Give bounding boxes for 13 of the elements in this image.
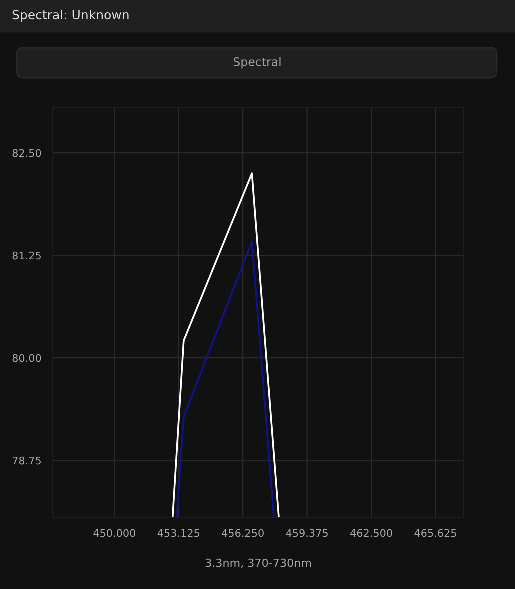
chart-subtitle: Spectral <box>234 57 281 69</box>
x-tick-label: 450.000 <box>94 529 136 538</box>
x-axis-title: 3.3nm, 370-730nm <box>206 558 312 568</box>
y-tick-label: 81.25 <box>12 252 41 260</box>
y-tick-label: 78.75 <box>12 456 41 465</box>
x-tick-label: 459.375 <box>286 529 328 538</box>
x-tick-label: 456.250 <box>222 529 264 538</box>
y-tick-label: 82.50 <box>12 149 42 158</box>
x-tick-label: 462.500 <box>350 529 392 538</box>
y-tick-label: 80.00 <box>12 354 42 362</box>
x-tick-label: 453.125 <box>158 529 200 538</box>
chart-title: Spectral: Unknown <box>12 10 129 22</box>
x-tick-label: 465.625 <box>414 529 456 538</box>
